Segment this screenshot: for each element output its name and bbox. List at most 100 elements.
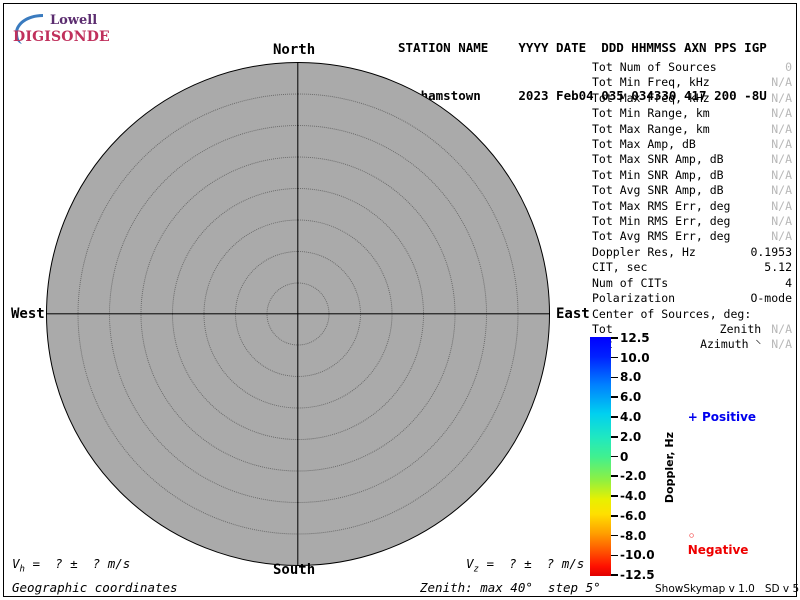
center-of-sources-header: Center of Sources, deg: xyxy=(592,306,752,321)
stat-row: Tot Max RMS Err, deg N/A xyxy=(592,199,792,214)
logo-digisonde-text: DIGISONDE xyxy=(13,29,110,45)
doppler-colorbar: 12.5 10.0 8.0 6.0 4.0 2.0 0 -2.0 -4.0 -6.0 -8.0 -10… xyxy=(590,331,655,582)
stat-row: Tot Avg RMS Err, deg N/A xyxy=(592,229,792,244)
stat-label: Tot Min RMS Err, deg xyxy=(592,214,731,229)
colorbar-tick-label: -10.0 xyxy=(620,548,655,563)
stat-row: Tot Min RMS Err, deg N/A xyxy=(592,214,792,229)
colorbar-tick xyxy=(611,356,618,359)
stat-row: Tot Min Range, km N/A xyxy=(592,106,792,121)
stat-value: 0 xyxy=(785,60,792,74)
legend-positive-label: + Positive xyxy=(687,410,757,424)
colorbar-tick xyxy=(611,337,618,339)
center-row-value: N/A xyxy=(771,321,792,336)
header-values-row: Grahamstown 2023 Feb04 035 034330 417 20… xyxy=(398,88,767,103)
legend-negative-marker: ◦ xyxy=(687,529,696,543)
stat-row: Tot Max Freq, kHz N/A xyxy=(592,91,792,106)
colorbar-tick xyxy=(611,455,618,458)
stat-label: Tot Num of Sources xyxy=(592,60,717,74)
skymap-polar-plot[interactable] xyxy=(46,62,550,566)
colorbar-axis-title: Doppler, Hz xyxy=(663,432,676,504)
stat-label: Doppler Res, Hz xyxy=(592,244,696,259)
stat-row: CIT, sec 5.12 xyxy=(592,260,792,275)
stat-row: Polarization O-mode xyxy=(592,291,792,306)
stat-row: Tot Max Range, km N/A xyxy=(592,122,792,137)
stat-value: N/A xyxy=(771,121,792,136)
stat-row: Tot Avg SNR Amp, dB N/A xyxy=(592,183,792,198)
zenith-scale-note: Zenith: max 40° step 5° xyxy=(420,580,601,595)
coordinate-system-label: Geographic coordinates xyxy=(12,580,178,595)
center-row-value: N/A xyxy=(771,337,792,352)
vh-subscript: h xyxy=(19,564,25,575)
stat-value: N/A xyxy=(771,137,792,152)
crescent-arc-icon xyxy=(15,14,43,44)
logo-lowell-text: Lowell xyxy=(50,13,98,28)
center-row-sublabel: Zenith xyxy=(719,321,762,336)
colorbar-tick-label: -8.0 xyxy=(620,528,647,543)
stat-label: Tot Max RMS Err, deg xyxy=(592,198,731,213)
colorbar-tick-label: -4.0 xyxy=(620,489,647,504)
stat-value: N/A xyxy=(771,90,792,105)
stat-row: Tot Num of Sources 0 xyxy=(592,60,792,75)
stat-value: N/A xyxy=(771,152,792,167)
vh-symbol: V xyxy=(12,556,20,571)
stat-label: Tot Max SNR Amp, dB xyxy=(592,152,724,167)
colorbar-tick-label: 2.0 xyxy=(620,429,642,444)
colorbar-tick xyxy=(611,396,618,398)
cardinal-label-north: North xyxy=(273,42,316,58)
stat-label: Tot Max Range, km xyxy=(592,121,710,136)
legend-positive: + Positive xyxy=(671,396,756,438)
vz-value: = ? ± ? m/s xyxy=(478,556,585,571)
vz-subscript: z xyxy=(473,564,479,575)
colorbar-tick xyxy=(611,376,618,379)
stat-value: N/A xyxy=(771,106,792,121)
colorbar-gradient xyxy=(590,337,611,576)
cardinal-label-east: East xyxy=(556,306,590,322)
stat-value: 5.12 xyxy=(764,260,792,275)
statistics-panel: Tot Num of Sources 0 Tot Min Freq, kHz N/A T… xyxy=(592,60,792,353)
colorbar-tick xyxy=(611,534,618,537)
colorbar-tick xyxy=(611,554,618,557)
stat-label: Tot Min Freq, kHz xyxy=(592,75,710,90)
stat-value: N/A xyxy=(771,183,792,198)
lowell-digisonde-logo: Lowell DIGISONDE xyxy=(12,8,110,48)
stat-row: Tot Max SNR Amp, dB N/A xyxy=(592,152,792,167)
stat-value: N/A xyxy=(771,229,792,244)
stat-row: Tot Min SNR Amp, dB N/A xyxy=(592,168,792,183)
vertical-velocity-readout: Vz = ? ± ? m/s xyxy=(466,556,584,575)
colorbar-tick xyxy=(611,475,618,478)
legend-negative-label: Negative xyxy=(687,543,749,557)
stat-row: Num of CITs 4 xyxy=(592,276,792,291)
colorbar-tick-label: 10.0 xyxy=(620,350,650,365)
stat-label: Tot Min SNR Amp, dB xyxy=(592,167,724,182)
colorbar-tick-label: 6.0 xyxy=(620,390,642,405)
colorbar-tick-label: 12.5 xyxy=(620,330,650,345)
stat-label: Tot Min Range, km xyxy=(592,106,710,121)
colorbar-tick xyxy=(611,416,618,418)
colorbar-tick-label: -6.0 xyxy=(620,508,647,523)
colorbar-tick-label: 0 xyxy=(620,449,629,464)
center-row-sublabel: Azimuth ⸌ xyxy=(700,337,762,352)
center-of-sources-row: Tot Zenith N/A xyxy=(592,322,792,337)
stat-row: Tot Max Amp, dB N/A xyxy=(592,137,792,152)
colorbar-tick xyxy=(611,495,618,497)
stat-label: Num of CITs xyxy=(592,275,669,290)
colorbar-tick-label: -2.0 xyxy=(620,469,647,484)
vh-value: = ? ± ? m/s xyxy=(24,556,131,571)
stat-label: Tot Avg SNR Amp, dB xyxy=(592,183,724,198)
stat-value: 0.1953 xyxy=(750,244,792,259)
colorbar-tick-label: -12.5 xyxy=(620,568,655,583)
stat-value: O-mode xyxy=(750,291,792,306)
stat-label: CIT, sec xyxy=(592,260,648,275)
colorbar-tick-label: 8.0 xyxy=(620,370,642,385)
header-columns-row: STATION NAME YYYY DATE DDD HHMMSS AXN PP… xyxy=(398,40,767,55)
stat-value: N/A xyxy=(771,75,792,90)
stat-label: Polarization xyxy=(592,291,676,306)
colorbar-tick-group xyxy=(611,337,619,576)
cardinal-label-west: West xyxy=(11,306,45,322)
colorbar-tick xyxy=(611,515,618,517)
stat-label: Tot Max Freq, kHz xyxy=(592,90,710,105)
colorbar-tick xyxy=(611,435,618,438)
stat-value: N/A xyxy=(771,198,792,213)
horizontal-velocity-readout: Vh = ? ± ? m/s xyxy=(12,556,130,575)
